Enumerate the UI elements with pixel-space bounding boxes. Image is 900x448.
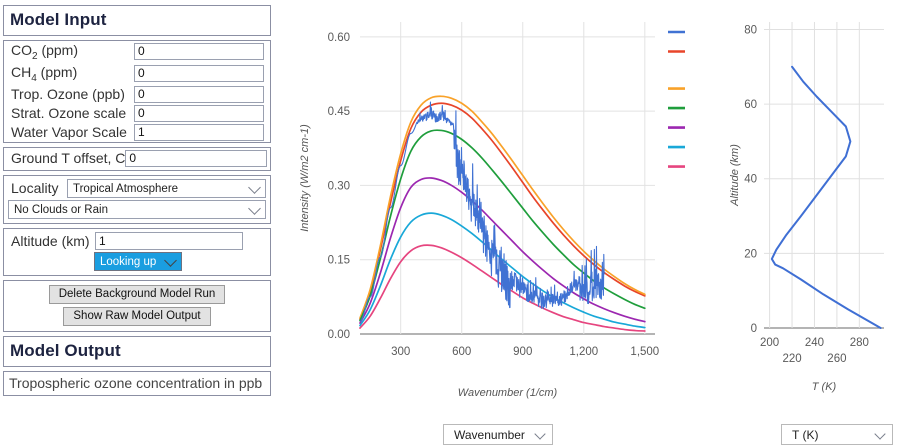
field-row-trop-ozone: Trop. Ozone (ppb) bbox=[4, 85, 270, 104]
label-trop-ozone: Trop. Ozone (ppb) bbox=[11, 86, 125, 103]
y-tick-label: 0.60 bbox=[328, 32, 350, 44]
show-raw-model-output-button[interactable]: Show Raw Model Output bbox=[63, 306, 211, 326]
y-tick-label: 0.45 bbox=[328, 106, 350, 118]
label-locality: Locality bbox=[11, 180, 59, 197]
model-input-header: Model Input bbox=[3, 5, 271, 36]
chevron-down-icon bbox=[248, 202, 261, 215]
alt-x-tick-label: 280 bbox=[850, 337, 869, 349]
alt-axis-variable-select[interactable]: T (K) bbox=[781, 424, 893, 445]
direction-select[interactable]: Looking up bbox=[94, 251, 182, 271]
gas-inputs-group: CO2 (ppm) CH4 (ppm) Trop. Ozone (ppb) St… bbox=[3, 40, 271, 143]
alt-x-tick-label: 200 bbox=[760, 337, 779, 349]
chevron-down-icon bbox=[874, 427, 886, 440]
model-output-title: Model Output bbox=[10, 340, 121, 360]
action-buttons-group: Delete Background Model Run Show Raw Mod… bbox=[3, 279, 271, 332]
chevron-down-icon bbox=[248, 181, 261, 194]
clouds-select-value: No Clouds or Rain bbox=[14, 203, 108, 216]
field-row-co2: CO2 (ppm) bbox=[4, 41, 270, 63]
altitude-input[interactable] bbox=[95, 231, 243, 250]
delete-background-row: Delete Background Model Run bbox=[4, 284, 270, 304]
label-water-vapor: Water Vapor Scale bbox=[11, 124, 127, 141]
label-co2: CO2 (ppm) bbox=[11, 42, 79, 62]
co2-input[interactable] bbox=[134, 43, 264, 61]
series-line-model bbox=[359, 101, 605, 323]
field-row-strat-ozone: Strat. Ozone scale bbox=[4, 104, 270, 123]
model-input-panel: Model Input CO2 (ppm) CH4 (ppm) Trop. Oz… bbox=[3, 5, 271, 400]
water-vapor-input[interactable] bbox=[134, 123, 264, 141]
alt-y-tick-label: 80 bbox=[744, 24, 757, 36]
direction-select-value: Looking up bbox=[100, 255, 157, 268]
alt-x-axis-title: T (K) bbox=[812, 381, 837, 393]
chevron-down-icon bbox=[534, 427, 546, 440]
alt-x-tick-label: 240 bbox=[805, 337, 824, 349]
clouds-select[interactable]: No Clouds or Rain bbox=[8, 199, 266, 219]
spectrum-chart: 0.00 0.15 0.30 0.45 0.60 300 600 900 1,200 1,500 I… bbox=[286, 8, 725, 418]
trop-ozone-input[interactable] bbox=[134, 85, 264, 103]
x-tick-label: 600 bbox=[452, 346, 471, 358]
page-title: Model Input bbox=[10, 10, 107, 29]
alt-x-tick-label: 260 bbox=[827, 353, 846, 365]
locality-group: Locality Tropical Atmosphere No Clouds o… bbox=[3, 174, 271, 224]
label-strat-ozone: Strat. Ozone scale bbox=[11, 105, 127, 122]
y-axis-title: Intensity (W/m2 cm-1) bbox=[299, 124, 311, 232]
strat-ozone-input[interactable] bbox=[134, 104, 264, 122]
delete-background-model-run-button[interactable]: Delete Background Model Run bbox=[48, 284, 226, 304]
field-row-ground-t: Ground T offset, C bbox=[4, 148, 270, 170]
field-row-altitude: Altitude (km) bbox=[4, 229, 270, 252]
ch4-input[interactable] bbox=[134, 65, 264, 83]
x-axis-variable-select[interactable]: Wavenumber bbox=[443, 424, 553, 445]
series-line-260-k bbox=[359, 177, 646, 324]
field-row-water-vapor: Water Vapor Scale bbox=[4, 123, 270, 142]
ground-temp-group: Ground T offset, C bbox=[3, 146, 271, 171]
series-line-240-k bbox=[359, 212, 646, 329]
alt-y-tick-label: 40 bbox=[744, 174, 757, 186]
model-output-value-box: Tropospheric ozone concentration in ppb bbox=[3, 370, 271, 396]
alt-y-tick-label: 0 bbox=[751, 323, 757, 335]
label-ch4: CH4 (ppm) bbox=[11, 63, 78, 84]
series-line-temperature-profile bbox=[770, 65, 882, 329]
alt-x-tick-label: 220 bbox=[782, 353, 801, 365]
alt-y-tick-label: 60 bbox=[744, 99, 757, 111]
alt-y-axis-title: Altitude (km) bbox=[729, 144, 741, 207]
alt-axis-variable-value: T (K) bbox=[792, 428, 819, 442]
y-tick-label: 0.15 bbox=[328, 255, 350, 267]
show-raw-row: Show Raw Model Output bbox=[4, 306, 270, 326]
x-tick-label: 300 bbox=[391, 346, 410, 358]
label-altitude: Altitude (km) bbox=[11, 232, 90, 249]
locality-select-value: Tropical Atmosphere bbox=[73, 182, 179, 195]
x-axis-title: Wavenumber (1/cm) bbox=[458, 387, 558, 399]
model-output-header: Model Output bbox=[3, 335, 271, 367]
x-tick-label: 1,200 bbox=[569, 346, 598, 358]
temperature-profile-chart: 0 20 40 60 80 200 220 240 260 280 Altitude (km) T (… bbox=[726, 8, 898, 408]
altitude-group: Altitude (km) Looking up bbox=[3, 227, 271, 276]
x-tick-label: 1,500 bbox=[630, 346, 659, 358]
alt-y-tick-label: 20 bbox=[744, 248, 757, 260]
spectrum-chart-svg: 0.00 0.15 0.30 0.45 0.60 300 600 900 1,200 1,500 I… bbox=[299, 22, 725, 399]
y-tick-label: 0.30 bbox=[328, 180, 350, 192]
field-row-clouds: No Clouds or Rain bbox=[4, 199, 270, 223]
y-tick-label: 0.00 bbox=[328, 329, 350, 341]
x-axis-variable-value: Wavenumber bbox=[454, 428, 525, 442]
label-ground-t: Ground T offset, C bbox=[11, 150, 126, 167]
model-output-text: Tropospheric ozone concentration in ppb bbox=[9, 374, 263, 391]
ground-t-input[interactable] bbox=[125, 149, 267, 167]
x-tick-label: 900 bbox=[513, 346, 532, 358]
field-row-direction: Looking up bbox=[4, 251, 270, 275]
chevron-down-icon bbox=[164, 254, 177, 267]
field-row-ch4: CH4 (ppm) bbox=[4, 63, 270, 85]
field-row-locality: Locality Tropical Atmosphere bbox=[4, 176, 270, 200]
locality-select[interactable]: Tropical Atmosphere bbox=[67, 178, 266, 198]
